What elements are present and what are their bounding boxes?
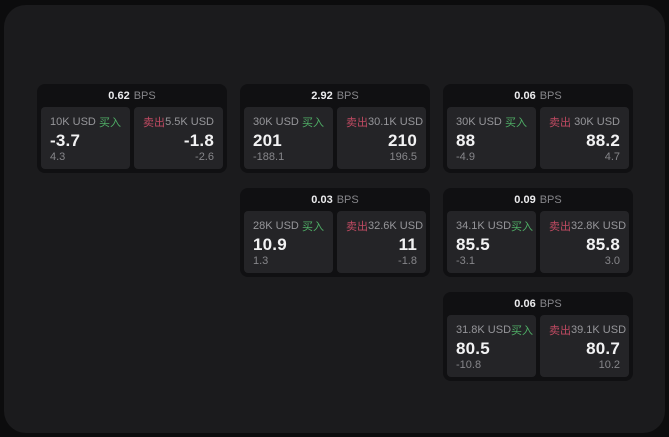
sell-price: 11 xyxy=(398,235,417,254)
sell-price: -1.8 xyxy=(183,131,214,150)
quote-panels: 28K USD 买入 10.9 1.3 卖出 32.6K USD 11 -1.8 xyxy=(240,211,430,273)
bps-header: 0.03 BPS xyxy=(240,188,430,211)
sell-panel[interactable]: 卖出 30.1K USD 210 196.5 xyxy=(337,107,426,169)
buy-delta: -4.9 xyxy=(456,151,475,163)
buy-button[interactable]: 买入 xyxy=(99,117,121,129)
bps-value: 2.92 xyxy=(311,89,333,102)
sell-amount: 30K USD xyxy=(574,116,620,128)
buy-price: 201 xyxy=(253,131,282,150)
buy-button[interactable]: 买入 xyxy=(302,221,324,233)
buy-panel[interactable]: 28K USD 买入 10.9 1.3 xyxy=(244,211,333,273)
buy-amount: 34.1K USD xyxy=(456,220,512,232)
sell-amount: 32.8K USD xyxy=(571,220,627,232)
bps-unit-label: BPS xyxy=(539,89,562,102)
sell-amount: 39.1K USD xyxy=(571,324,627,336)
buy-panel[interactable]: 30K USD 买入 88 -4.9 xyxy=(447,107,536,169)
buy-price: 80.5 xyxy=(456,339,490,358)
buy-amount: 31.8K USD xyxy=(456,324,512,336)
bps-header: 0.06 BPS xyxy=(443,292,633,315)
buy-button[interactable]: 买入 xyxy=(511,221,534,233)
sell-button[interactable]: 卖出 xyxy=(346,117,368,129)
buy-price: -3.7 xyxy=(50,131,81,150)
buy-amount: 10K USD xyxy=(50,116,96,128)
sell-panel[interactable]: 卖出 30K USD 88.2 4.7 xyxy=(540,107,629,169)
sell-amount: 32.6K USD xyxy=(368,220,424,232)
quote-card: 0.06 BPS 30K USD 买入 88 -4.9 卖出 30K USD 8… xyxy=(443,84,633,173)
sell-delta: 196.5 xyxy=(389,151,417,163)
quote-card: 0.06 BPS 31.8K USD 买入 80.5 -10.8 卖出 39.1… xyxy=(443,292,633,381)
quote-panels: 30K USD 买入 201 -188.1 卖出 30.1K USD 210 1… xyxy=(240,107,430,169)
quote-panels: 10K USD 买入 -3.7 4.3 卖出 5.5K USD -1.8 -2.… xyxy=(37,107,227,169)
sell-button[interactable]: 卖出 xyxy=(549,221,571,233)
buy-panel[interactable]: 30K USD 买入 201 -188.1 xyxy=(244,107,333,169)
bps-unit-label: BPS xyxy=(133,89,156,102)
bps-unit-label: BPS xyxy=(539,193,562,206)
bps-header: 0.09 BPS xyxy=(443,188,633,211)
sell-delta: -2.6 xyxy=(195,151,214,163)
sell-delta: 10.2 xyxy=(598,359,620,371)
buy-price: 10.9 xyxy=(253,235,287,254)
bps-value: 0.06 xyxy=(514,89,536,102)
sell-panel[interactable]: 卖出 32.6K USD 11 -1.8 xyxy=(337,211,426,273)
bps-header: 2.92 BPS xyxy=(240,84,430,107)
quote-card: 0.62 BPS 10K USD 买入 -3.7 4.3 卖出 5.5K USD… xyxy=(37,84,227,173)
quote-card: 0.03 BPS 28K USD 买入 10.9 1.3 卖出 32.6K US… xyxy=(240,188,430,277)
app-window: 0.62 BPS 10K USD 买入 -3.7 4.3 卖出 5.5K USD… xyxy=(4,5,665,433)
buy-price: 85.5 xyxy=(456,235,490,254)
sell-button[interactable]: 卖出 xyxy=(143,117,165,129)
quote-panels: 34.1K USD 买入 85.5 -3.1 卖出 32.8K USD 85.8… xyxy=(443,211,633,273)
sell-price: 88.2 xyxy=(586,131,620,150)
buy-panel[interactable]: 31.8K USD 买入 80.5 -10.8 xyxy=(447,315,536,377)
sell-button[interactable]: 卖出 xyxy=(549,325,571,337)
bps-unit-label: BPS xyxy=(336,89,359,102)
sell-panel[interactable]: 卖出 32.8K USD 85.8 3.0 xyxy=(540,211,629,273)
buy-delta: 4.3 xyxy=(50,151,66,163)
sell-amount: 5.5K USD xyxy=(165,116,214,128)
buy-button[interactable]: 买入 xyxy=(511,325,534,337)
bps-value: 0.09 xyxy=(514,193,536,206)
bps-header: 0.62 BPS xyxy=(37,84,227,107)
sell-panel[interactable]: 卖出 5.5K USD -1.8 -2.6 xyxy=(134,107,223,169)
buy-panel[interactable]: 10K USD 买入 -3.7 4.3 xyxy=(41,107,130,169)
bps-unit-label: BPS xyxy=(336,193,359,206)
buy-delta: -3.1 xyxy=(456,255,475,267)
quote-panels: 30K USD 买入 88 -4.9 卖出 30K USD 88.2 4.7 xyxy=(443,107,633,169)
buy-delta: 1.3 xyxy=(253,255,269,267)
bps-unit-label: BPS xyxy=(539,297,562,310)
sell-delta: 4.7 xyxy=(604,151,620,163)
buy-amount: 30K USD xyxy=(456,116,502,128)
sell-price: 85.8 xyxy=(586,235,620,254)
buy-price: 88 xyxy=(456,131,476,150)
buy-button[interactable]: 买入 xyxy=(505,117,527,129)
sell-delta: 3.0 xyxy=(604,255,620,267)
buy-amount: 28K USD xyxy=(253,220,299,232)
sell-button[interactable]: 卖出 xyxy=(549,117,571,129)
sell-price: 210 xyxy=(388,131,417,150)
bps-value: 0.03 xyxy=(311,193,333,206)
bps-header: 0.06 BPS xyxy=(443,84,633,107)
buy-delta: -188.1 xyxy=(253,151,285,163)
bps-value: 0.06 xyxy=(514,297,536,310)
sell-price: 80.7 xyxy=(586,339,620,358)
sell-amount: 30.1K USD xyxy=(368,116,424,128)
quote-card: 0.09 BPS 34.1K USD 买入 85.5 -3.1 卖出 32.8K… xyxy=(443,188,633,277)
buy-amount: 30K USD xyxy=(253,116,299,128)
sell-panel[interactable]: 卖出 39.1K USD 80.7 10.2 xyxy=(540,315,629,377)
quote-panels: 31.8K USD 买入 80.5 -10.8 卖出 39.1K USD 80.… xyxy=(443,315,633,377)
sell-delta: -1.8 xyxy=(398,255,417,267)
buy-delta: -10.8 xyxy=(456,359,482,371)
sell-button[interactable]: 卖出 xyxy=(346,221,368,233)
bps-value: 0.62 xyxy=(108,89,130,102)
quote-card: 2.92 BPS 30K USD 买入 201 -188.1 卖出 30.1K … xyxy=(240,84,430,173)
buy-button[interactable]: 买入 xyxy=(302,117,324,129)
buy-panel[interactable]: 34.1K USD 买入 85.5 -3.1 xyxy=(447,211,536,273)
